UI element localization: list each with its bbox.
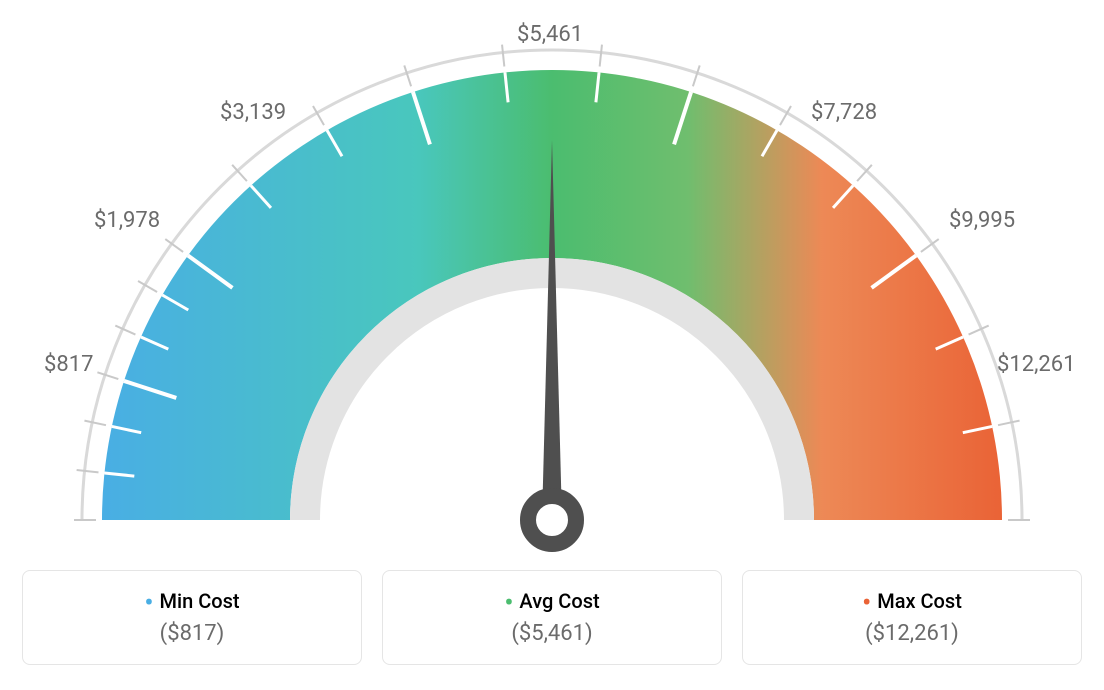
gauge-tick-label: $7,728: [811, 100, 877, 125]
legend-avg-label: •Avg Cost: [393, 589, 711, 613]
legend-min-label: •Min Cost: [33, 589, 351, 613]
legend-card-avg: •Avg Cost ($5,461): [382, 570, 722, 665]
legend-max-label: •Max Cost: [753, 589, 1071, 613]
legend-row: •Min Cost ($817) •Avg Cost ($5,461) •Max…: [22, 570, 1082, 665]
legend-avg-value: ($5,461): [393, 621, 711, 646]
legend-max-value: ($12,261): [753, 621, 1071, 646]
gauge-tick-label: $3,139: [220, 100, 286, 125]
legend-min-value: ($817): [33, 621, 351, 646]
gauge-tick-label: $817: [44, 352, 93, 377]
legend-card-min: •Min Cost ($817): [22, 570, 362, 665]
legend-card-max: •Max Cost ($12,261): [742, 570, 1082, 665]
gauge-tick-label: $9,995: [949, 208, 1015, 233]
gauge-svg: [22, 20, 1082, 560]
gauge-tick-label: $12,261: [997, 352, 1076, 377]
gauge-chart: $817 $1,978 $3,139 $5,461 $7,728 $9,995 $12,26…: [22, 20, 1082, 560]
gauge-tick-label: $1,978: [94, 208, 160, 233]
gauge-tick-label: $5,461: [517, 22, 583, 47]
